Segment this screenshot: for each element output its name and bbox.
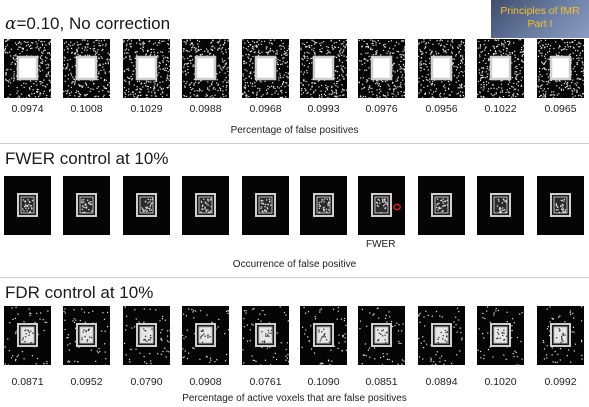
logo-line-2: Part I bbox=[527, 18, 553, 30]
brain-map-image bbox=[255, 193, 276, 217]
false-positive-rate-value: 0.1029 bbox=[130, 103, 163, 115]
simulation-panel bbox=[358, 39, 405, 98]
simulation-panel bbox=[63, 306, 110, 365]
brain-map-image bbox=[550, 193, 571, 217]
simulation-panel bbox=[123, 306, 170, 365]
simulation-panel bbox=[242, 306, 289, 365]
title-text: =0.10, No correction bbox=[16, 14, 171, 33]
course-logo: Principles of fMR Part I bbox=[491, 0, 589, 38]
brain-map-image bbox=[542, 306, 583, 363]
brain-map-image bbox=[537, 39, 584, 98]
section-title-fdr: FDR control at 10% bbox=[5, 283, 154, 302]
false-positive-marker bbox=[393, 203, 401, 211]
brain-map-image bbox=[242, 39, 289, 98]
section-divider bbox=[0, 277, 589, 278]
brain-map-image bbox=[371, 193, 401, 217]
brain-map-image bbox=[313, 193, 334, 217]
fwer-label: FWER bbox=[366, 239, 396, 250]
simulation-panel bbox=[4, 39, 51, 98]
simulation-panel bbox=[242, 176, 289, 235]
brain-map-image bbox=[490, 193, 511, 217]
brain-map-image bbox=[477, 306, 523, 365]
simulation-panel bbox=[418, 176, 465, 235]
simulation-panel bbox=[477, 39, 524, 98]
caption-no-correction: Percentage of false positives bbox=[230, 125, 359, 136]
false-positive-rate-value: 0.0908 bbox=[189, 376, 222, 388]
simulation-panel bbox=[4, 176, 51, 235]
false-positive-rate-value: 0.0992 bbox=[544, 376, 577, 388]
brain-map-image bbox=[182, 308, 229, 363]
false-positive-rate-value: 0.1008 bbox=[70, 103, 103, 115]
simulation-panel bbox=[300, 306, 347, 365]
brain-map-image bbox=[300, 39, 347, 98]
brain-map-image bbox=[63, 308, 110, 365]
brain-map-image bbox=[4, 306, 49, 365]
simulation-panel bbox=[63, 176, 110, 235]
simulation-panel bbox=[300, 176, 347, 235]
simulation-panel bbox=[123, 39, 170, 98]
brain-map-image bbox=[242, 306, 289, 365]
simulation-panel bbox=[418, 306, 465, 365]
simulation-panel bbox=[537, 39, 584, 98]
false-positive-rate-value: 0.1090 bbox=[307, 376, 340, 388]
false-positive-rate-value: 0.0894 bbox=[425, 376, 458, 388]
false-positive-rate-value: 0.0968 bbox=[249, 103, 282, 115]
brain-map-image bbox=[76, 193, 97, 217]
brain-map-image bbox=[418, 39, 465, 98]
simulation-panel bbox=[477, 176, 524, 235]
caption-fdr: Percentage of active voxels that are fal… bbox=[182, 393, 407, 404]
brain-map-image bbox=[17, 193, 38, 217]
false-positive-rate-value: 0.0871 bbox=[11, 376, 44, 388]
false-positive-rate-value: 0.0965 bbox=[544, 103, 577, 115]
brain-map-image bbox=[195, 193, 216, 217]
false-positive-rate-value: 0.0988 bbox=[189, 103, 222, 115]
simulation-panel bbox=[300, 39, 347, 98]
false-positive-rate-value: 0.1022 bbox=[484, 103, 517, 115]
false-positive-rate-value: 0.0790 bbox=[130, 376, 163, 388]
simulation-panel bbox=[182, 39, 229, 98]
simulation-panel bbox=[537, 176, 584, 235]
simulation-panel bbox=[477, 306, 524, 365]
brain-map-image bbox=[301, 306, 347, 365]
section-title-fwer: FWER control at 10% bbox=[5, 149, 169, 168]
simulation-panel bbox=[358, 176, 405, 235]
false-positive-rate-value: 0.0851 bbox=[365, 376, 398, 388]
simulation-panel bbox=[4, 306, 51, 365]
brain-map-image bbox=[358, 39, 405, 98]
simulation-panel bbox=[182, 306, 229, 365]
simulation-panel bbox=[123, 176, 170, 235]
brain-map-image bbox=[431, 193, 452, 217]
brain-map-image bbox=[477, 39, 524, 98]
brain-map-image bbox=[136, 193, 157, 217]
brain-map-image bbox=[418, 307, 463, 365]
simulation-panel bbox=[182, 176, 229, 235]
brain-map-image bbox=[124, 306, 170, 365]
section-divider bbox=[0, 143, 589, 144]
section-title-no-correction: α=0.10, No correction bbox=[5, 14, 170, 34]
simulation-panel bbox=[63, 39, 110, 98]
brain-map-image bbox=[63, 39, 110, 98]
simulation-panel bbox=[358, 306, 405, 365]
false-positive-rate-value: 0.0952 bbox=[70, 376, 103, 388]
simulation-panel bbox=[242, 39, 289, 98]
false-positive-rate-value: 0.0976 bbox=[365, 103, 398, 115]
caption-fwer: Occurrence of false positive bbox=[232, 259, 357, 270]
brain-map-image bbox=[4, 39, 51, 98]
false-positive-rate-value: 0.0974 bbox=[11, 103, 44, 115]
false-positive-rate-value: 0.0761 bbox=[249, 376, 282, 388]
brain-map-image bbox=[182, 39, 229, 98]
simulation-panel bbox=[418, 39, 465, 98]
false-positive-rate-value: 0.0993 bbox=[307, 103, 340, 115]
logo-line-1: Principles of fMR bbox=[500, 5, 580, 17]
brain-map-image bbox=[123, 39, 170, 98]
simulation-panel bbox=[537, 306, 584, 365]
false-positive-rate-value: 0.0956 bbox=[425, 103, 458, 115]
brain-map-image bbox=[359, 307, 405, 365]
alpha-symbol: α bbox=[5, 14, 17, 34]
false-positive-rate-value: 0.1020 bbox=[484, 376, 517, 388]
